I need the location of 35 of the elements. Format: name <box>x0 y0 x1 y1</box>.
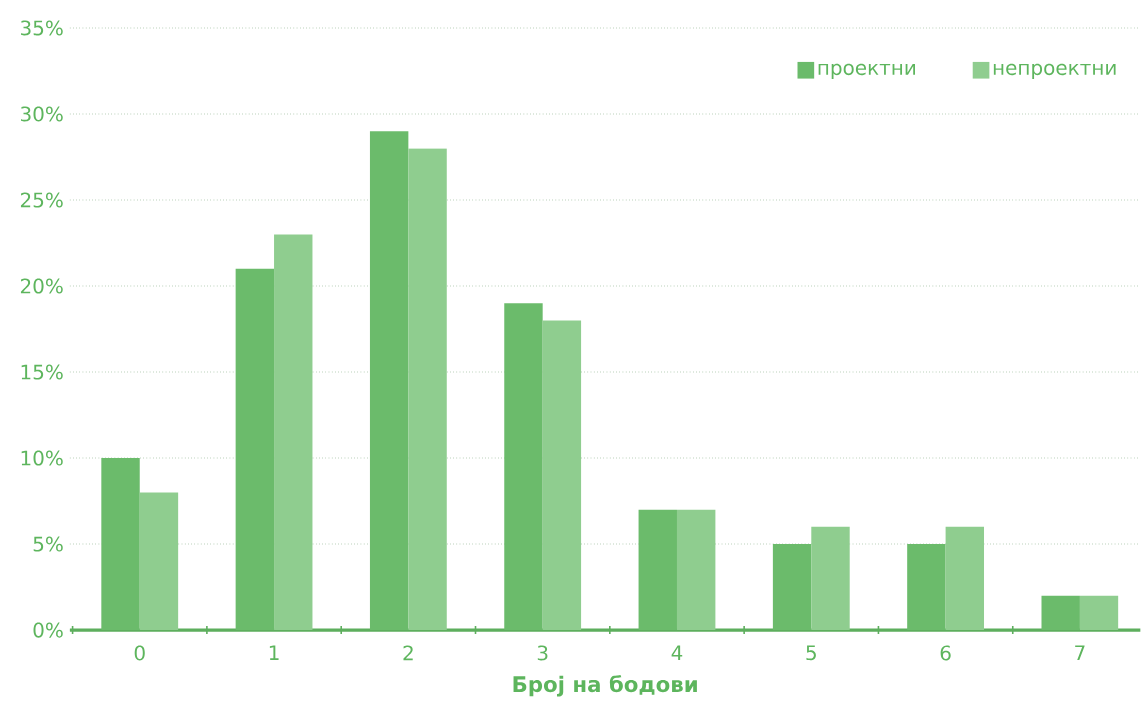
bar <box>504 303 543 631</box>
y-tick-label: 10% <box>21 450 63 466</box>
legend-label: непроектни <box>993 63 1116 80</box>
bar <box>907 544 946 631</box>
x-tick-label: 0 <box>134 645 145 661</box>
bar <box>274 234 313 631</box>
y-tick-label: 25% <box>20 192 63 208</box>
legend-label: проектни <box>818 63 915 80</box>
x-tick-label: 7 <box>1075 645 1085 660</box>
x-tick-label: 4 <box>671 645 683 660</box>
bar <box>101 458 140 631</box>
y-tick-label: 35% <box>21 20 63 36</box>
bar <box>369 131 409 631</box>
bar <box>1041 595 1080 631</box>
bar <box>235 268 275 631</box>
x-tick-label: 2 <box>403 645 413 661</box>
x-tick-label: 5 <box>806 645 816 661</box>
x-tick-label: 6 <box>940 645 951 661</box>
bar <box>1079 595 1119 631</box>
y-tick-label: 0% <box>33 622 63 638</box>
bar <box>139 492 179 631</box>
x-tick-label: 1 <box>269 645 279 660</box>
x-tick-label: 3 <box>537 645 548 661</box>
bar <box>408 148 447 631</box>
bar <box>638 509 677 631</box>
x-axis-title: Број на бодови <box>513 675 697 697</box>
y-tick-label: 20% <box>20 278 63 294</box>
bar <box>542 320 582 631</box>
y-tick-label: 15% <box>21 364 63 380</box>
bar <box>772 544 812 631</box>
bar <box>676 509 716 631</box>
bar <box>945 526 985 631</box>
y-tick-label: 5% <box>33 536 63 552</box>
y-tick-label: 30% <box>21 106 63 122</box>
bar <box>811 526 850 631</box>
